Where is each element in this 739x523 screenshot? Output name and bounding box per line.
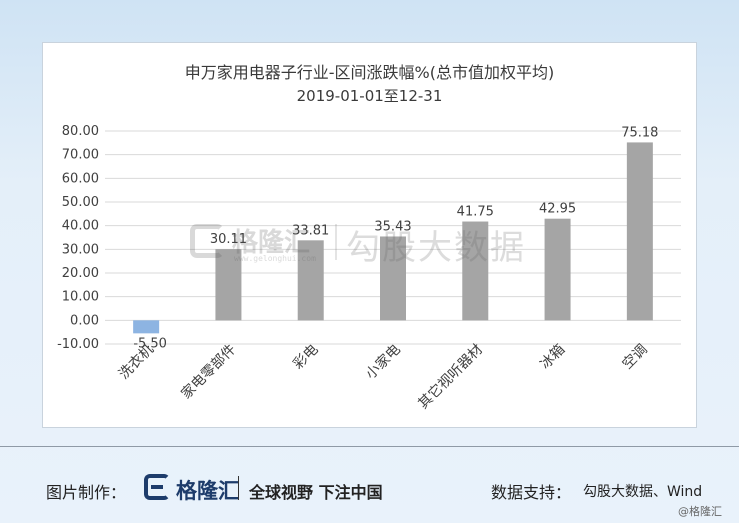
support-label: 数据支持： [491,483,572,502]
y-tick-label: 20.00 [62,266,99,281]
category-label: 空调 [620,342,651,373]
category-label: 小家电 [362,341,404,383]
footer-divider [0,446,739,447]
footer: 图片制作： 格隆汇 全球视野 下注中国 数据支持： 勾股大数据、Wind @格隆… [0,447,739,523]
y-tick-label: 40.00 [62,219,99,234]
data-label: 42.95 [539,202,576,217]
brand-logo-bar [151,485,163,489]
y-tick-label: 80.00 [62,124,99,139]
y-tick-label: 70.00 [62,148,99,163]
data-label: 41.75 [457,205,494,220]
y-tick-label: 50.00 [62,195,99,210]
data-label: -5.50 [133,336,167,351]
category-label: 其它视听器材 [415,341,486,412]
y-tick-label: 10.00 [62,290,99,305]
y-tick-label: -10.00 [57,337,99,352]
chart-subtitle: 2019-01-01至12-31 [296,87,443,105]
bar [462,221,489,321]
bar [626,142,653,321]
data-label: 35.43 [374,219,411,234]
bar [133,320,160,334]
category-label: 家电零部件 [178,341,240,403]
category-label: 冰箱 [537,342,568,373]
corner-mark: @格隆汇 [678,505,722,518]
category-label: 彩电 [290,342,321,373]
chart-card: 申万家用电器子行业-区间涨跌幅%(总市值加权平均) 2019-01-01至12-… [42,42,697,428]
y-tick-label: 60.00 [62,171,99,186]
footer-separator [238,476,239,500]
brand-logo-icon [144,474,170,500]
chart-title: 申万家用电器子行业-区间涨跌幅%(总市值加权平均) [184,63,555,82]
data-source: 勾股大数据、Wind [583,484,703,500]
bar-chart: 80.00 70.00 60.00 50.00 40.00 30.00 20.00 10.00… [57,124,681,412]
bar [544,218,571,321]
y-tick-label: 30.00 [62,242,99,257]
footer-brand: 格隆汇 [176,479,239,503]
y-tick-label: 0.00 [70,313,99,328]
made-by-label: 图片制作： [46,483,127,502]
data-label: 30.11 [210,232,247,247]
data-label: 75.18 [621,125,658,140]
footer-slogan: 全球视野 下注中国 [249,483,383,502]
bar [215,249,242,321]
bar [380,236,406,321]
data-label: 33.81 [292,223,329,238]
bar [297,240,324,321]
